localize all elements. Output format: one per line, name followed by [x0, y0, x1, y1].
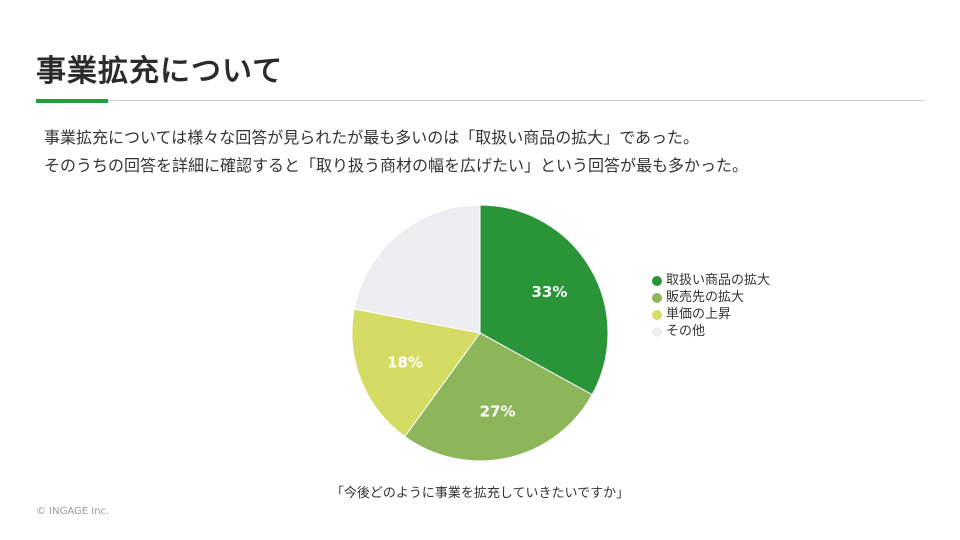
lead-text: 事業拡充については様々な回答が見られたが最も多いのは「取扱い商品の拡大」であった…: [44, 124, 924, 180]
pie-slice-channels: [404, 332, 593, 462]
legend-item-price: 単価の上昇: [652, 306, 770, 323]
chart-legend: 取扱い商品の拡大 販売先の拡大 単価の上昇 その他: [652, 272, 770, 340]
title-divider: [36, 100, 924, 101]
slide-title: 事業拡充について: [36, 54, 284, 89]
pie-slice-other: [353, 204, 481, 334]
legend-item-channels: 販売先の拡大: [652, 289, 770, 306]
legend-swatch-other: [652, 326, 662, 337]
copyright-notice: © INGAGE Inc.: [36, 506, 110, 517]
title-accent-bar: [36, 99, 108, 103]
pie-slice-price: [351, 308, 481, 438]
chart-caption: 「今後どのように事業を拡充していきたいですか」: [330, 486, 630, 501]
lead-line-1: 事業拡充については様々な回答が見られたが最も多いのは「取扱い商品の拡大」であった…: [44, 128, 700, 147]
pie-slice-products: [479, 204, 609, 396]
pie-label-products: 33%: [531, 283, 567, 301]
legend-label-other: その他: [666, 324, 706, 339]
legend-label-products: 取扱い商品の拡大: [666, 273, 771, 288]
pie-label-channels: 27%: [480, 403, 516, 421]
legend-label-channels: 販売先の拡大: [666, 290, 745, 305]
legend-swatch-products: [652, 275, 662, 286]
legend-swatch-channels: [652, 292, 662, 303]
legend-swatch-price: [652, 309, 662, 320]
lead-line-2: そのうちの回答を詳細に確認すると「取り扱う商材の幅を広げたい」という回答が最も多…: [44, 156, 749, 175]
legend-item-other: その他: [652, 323, 770, 340]
pie-chart: 33% 27% 18%: [351, 204, 609, 462]
legend-label-price: 単価の上昇: [666, 307, 732, 322]
pie-label-price: 18%: [387, 354, 423, 372]
legend-item-products: 取扱い商品の拡大: [652, 272, 770, 289]
